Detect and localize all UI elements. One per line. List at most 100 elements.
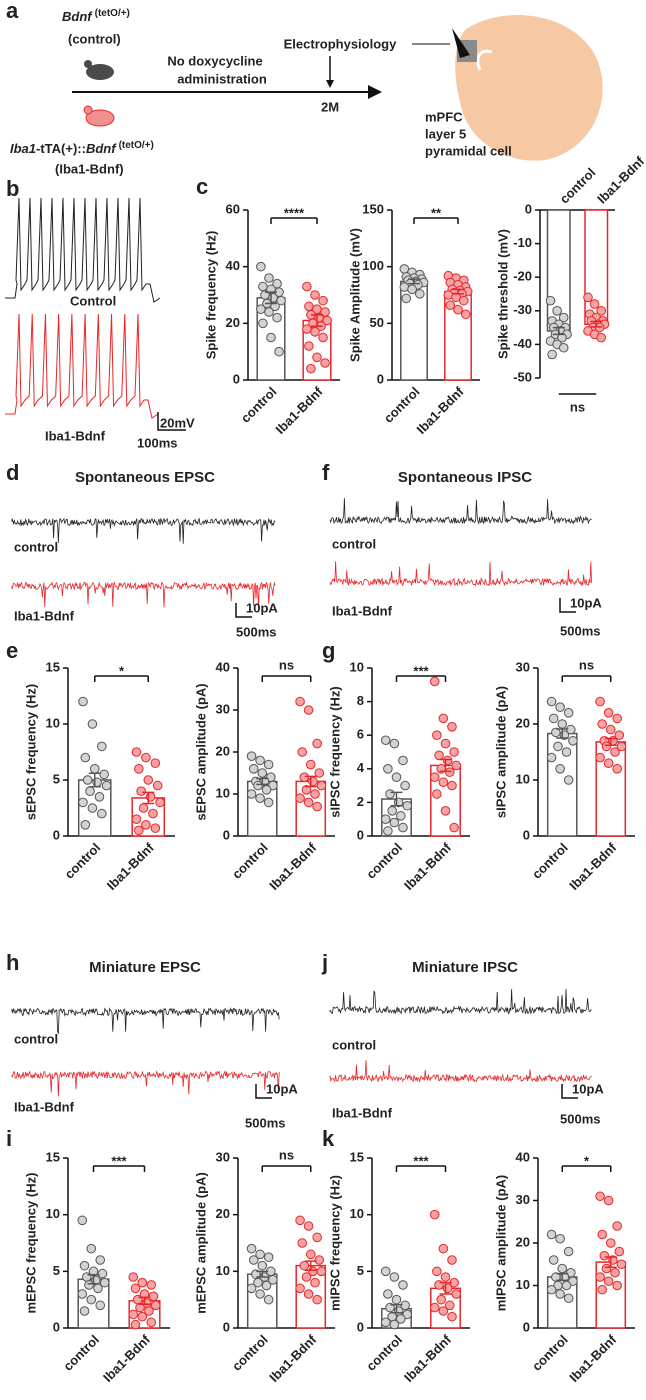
- x-tick-label: control: [557, 165, 599, 207]
- y-axis-label: Spike frequency (Hz): [203, 231, 218, 360]
- y-tick-label: -40: [513, 336, 532, 351]
- data-point: [432, 1266, 442, 1277]
- data-point: [612, 764, 622, 774]
- data-point: [612, 713, 622, 724]
- mouse-icon: [85, 109, 115, 127]
- data-point: [268, 1275, 278, 1285]
- data-point: [547, 349, 557, 360]
- y-tick-label: 20: [216, 1206, 230, 1221]
- data-point: [402, 800, 413, 811]
- data-point: [274, 346, 284, 357]
- significance-label: ns: [570, 399, 585, 414]
- data-point: [303, 1289, 314, 1299]
- data-point: [389, 817, 400, 828]
- data-point: [614, 730, 625, 741]
- data-point: [551, 727, 561, 738]
- data-point: [146, 1280, 157, 1290]
- y-tick-label: 10: [350, 1206, 364, 1221]
- y-tick-label: -30: [513, 302, 532, 317]
- data-point: [128, 1272, 139, 1282]
- scale-bar: [235, 603, 252, 618]
- data-point: [561, 747, 572, 757]
- data-point: [429, 772, 440, 783]
- y-axis-label: Spike Amplitude (mV): [347, 228, 362, 362]
- data-point: [308, 776, 318, 787]
- data-point: [380, 1317, 391, 1328]
- scale-label: 10pA: [246, 600, 278, 615]
- data-point: [318, 332, 328, 343]
- error-bar: [256, 777, 269, 786]
- trace-label: Iba1-Bdnf: [14, 1099, 75, 1114]
- data-point: [131, 747, 142, 757]
- scale-bar: [157, 412, 186, 431]
- y-tick-label: 20: [226, 315, 240, 330]
- data-point: [460, 309, 471, 320]
- data-point: [383, 1289, 393, 1299]
- data-point: [304, 341, 314, 351]
- y-tick-label: 8: [357, 693, 364, 708]
- y-tick-label: 0: [357, 827, 364, 842]
- data-point: [264, 307, 274, 317]
- data-point: [546, 1284, 557, 1295]
- y-tick-label: -10: [513, 235, 532, 250]
- error-bar: [439, 758, 452, 773]
- x-tick-label: Iba1-Bdnf: [266, 1331, 319, 1384]
- error-bar: [311, 314, 323, 327]
- scale-label: 500ms: [236, 624, 276, 639]
- data-point: [451, 760, 462, 771]
- x-tick-label: Iba1-Bdnf: [273, 383, 326, 436]
- x-tick-label: Iba1-Bdnf: [104, 839, 157, 892]
- panel-label: j: [321, 950, 328, 975]
- error-bar: [138, 1296, 151, 1305]
- data-point: [387, 806, 397, 816]
- panel-label: c: [196, 174, 208, 199]
- data-point: [385, 789, 395, 799]
- data-point: [95, 1300, 106, 1311]
- brain-detail: [476, 49, 493, 71]
- data-point: [78, 696, 88, 707]
- data-point: [304, 301, 314, 312]
- y-tick-label: 40: [216, 659, 230, 674]
- data-point: [612, 1280, 622, 1291]
- panel-label: f: [322, 460, 330, 485]
- data-point: [546, 696, 557, 707]
- significance-label: ***: [413, 1153, 429, 1168]
- data-point: [305, 759, 316, 770]
- significance-label: ***: [111, 1153, 127, 1168]
- data-point: [246, 1283, 257, 1294]
- significance-label: ns: [279, 1147, 294, 1162]
- group-label: (control): [68, 31, 121, 46]
- data-point: [438, 1243, 449, 1254]
- data-point: [303, 705, 314, 715]
- y-tick-label: 5: [53, 771, 60, 786]
- y-tick-label: 2: [357, 794, 364, 809]
- y-tick-label: 40: [226, 258, 240, 273]
- data-point: [380, 814, 391, 825]
- y-tick-label: -50: [513, 369, 532, 384]
- data-point: [299, 1260, 310, 1271]
- y-tick-label: 40: [516, 1149, 530, 1164]
- trace-label: control: [332, 1037, 376, 1052]
- y-axis-label: sEPSC frequency (Hz): [23, 684, 38, 821]
- data-point: [263, 759, 274, 770]
- panel-title: Miniature IPSC: [412, 959, 518, 976]
- data-point: [246, 751, 257, 762]
- y-tick-label: 30: [516, 1192, 530, 1207]
- data-point: [322, 315, 332, 326]
- panel-title: Miniature EPSC: [89, 959, 201, 976]
- data-point: [398, 755, 408, 766]
- y-axis-label: mIPSC amplitude (pA): [493, 1175, 508, 1312]
- y-tick-label: 30: [216, 1149, 230, 1164]
- data-point: [603, 708, 614, 718]
- region-text: layer 5: [425, 126, 466, 141]
- data-point: [596, 332, 607, 343]
- data-point: [603, 1195, 614, 1206]
- trace: [5, 197, 161, 303]
- data-point: [97, 808, 107, 819]
- trace: [11, 1006, 280, 1034]
- electrode: [452, 28, 470, 58]
- data-point: [398, 1280, 408, 1290]
- trace: [11, 581, 276, 608]
- data-point: [97, 741, 107, 752]
- data-point: [605, 1238, 616, 1248]
